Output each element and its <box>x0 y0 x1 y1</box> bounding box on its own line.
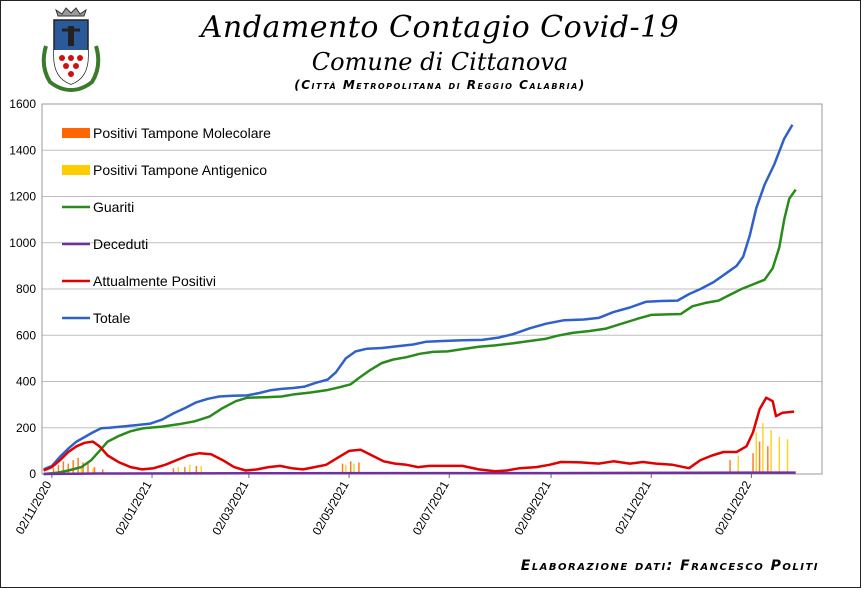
line-deceduti <box>43 471 796 476</box>
y-tick-label: 600 <box>16 328 36 342</box>
x-tick-label: 02/05/2021 <box>310 478 352 537</box>
legend-attualmente-positivi-label: Attualmente Positivi <box>93 273 216 289</box>
y-tick-label: 1600 <box>9 97 36 111</box>
y-tick-label: 200 <box>16 421 36 435</box>
y-tick-label: 0 <box>29 467 36 481</box>
city-crest-logo <box>41 7 101 92</box>
x-tick-label: 02/03/2021 <box>209 478 251 537</box>
line-attualmente-positivi <box>43 396 795 473</box>
legend-deceduti-label: Deceduti <box>93 236 148 252</box>
legend-antigenico-swatch <box>62 165 90 175</box>
chart-subtitle: Comune di Cittanova <box>311 48 569 76</box>
x-tick-label: 02/07/2021 <box>410 478 452 537</box>
legend-totale-label: Totale <box>93 310 131 326</box>
legend-molecolare-swatch <box>62 128 90 138</box>
legend-guariti-label: Guariti <box>93 199 134 215</box>
x-tick-label: 02/01/2021 <box>112 478 154 537</box>
y-tick-label: 1200 <box>9 190 36 204</box>
x-tick-label: 02/11/2020 <box>13 478 55 537</box>
y-tick-label: 800 <box>16 282 36 296</box>
x-tick-label: 02/11/2021 <box>612 478 654 537</box>
data-credit: Elaborazione dati: Francesco Politi <box>520 558 819 574</box>
chart-subtitle-region: (Città Metropolitana di Reggio Calabria) <box>294 78 586 92</box>
legend-molecolare-label: Positivi Tampone Molecolare <box>93 125 271 141</box>
x-tick-label: 02/01/2022 <box>712 478 754 537</box>
line-guariti <box>43 188 797 476</box>
y-tick-label: 400 <box>16 375 36 389</box>
y-tick-label: 1000 <box>9 236 36 250</box>
y-tick-label: 1400 <box>9 143 36 157</box>
x-tick-label: 02/09/2021 <box>511 478 553 537</box>
legend-antigenico-label: Positivi Tampone Antigenico <box>93 162 267 178</box>
line-totale <box>43 124 794 471</box>
chart-title: Andamento Contagio Covid-19 <box>200 10 680 45</box>
